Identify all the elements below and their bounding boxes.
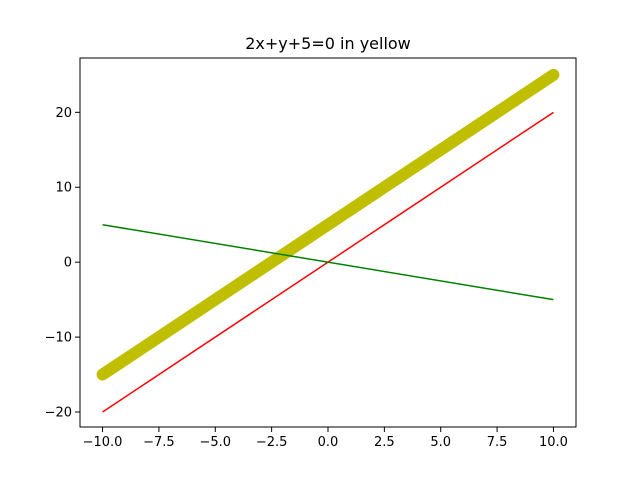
x-axis: −10.0 −7.5 −5.0 −2.5 0.0 2.5 5.0 7.5 10.0 bbox=[83, 427, 568, 450]
y-tick-label: 20 bbox=[55, 106, 72, 121]
x-tick-label: −10.0 bbox=[83, 435, 123, 450]
series-line-0 bbox=[96, 68, 560, 381]
chart-title: 2x+y+5=0 in yellow bbox=[245, 34, 411, 53]
x-tick-label: −5.0 bbox=[199, 435, 231, 450]
x-tick-label: 7.5 bbox=[487, 435, 508, 450]
x-tick-label: 5.0 bbox=[430, 435, 451, 450]
x-tick-label: 10.0 bbox=[539, 435, 568, 450]
x-tick-label: 2.5 bbox=[374, 435, 395, 450]
y-tick-label: 0 bbox=[64, 256, 72, 271]
plot-area bbox=[96, 68, 560, 413]
y-tick-label: −20 bbox=[45, 406, 72, 421]
y-tick-label: −10 bbox=[45, 331, 72, 346]
x-tick-label: −7.5 bbox=[143, 435, 175, 450]
series-line-2 bbox=[102, 223, 554, 301]
x-tick-label: 0.0 bbox=[318, 435, 339, 450]
y-tick-label: 10 bbox=[55, 181, 72, 196]
y-axis: −20 −10 0 10 20 bbox=[45, 106, 80, 421]
x-tick-label: −2.5 bbox=[256, 435, 288, 450]
